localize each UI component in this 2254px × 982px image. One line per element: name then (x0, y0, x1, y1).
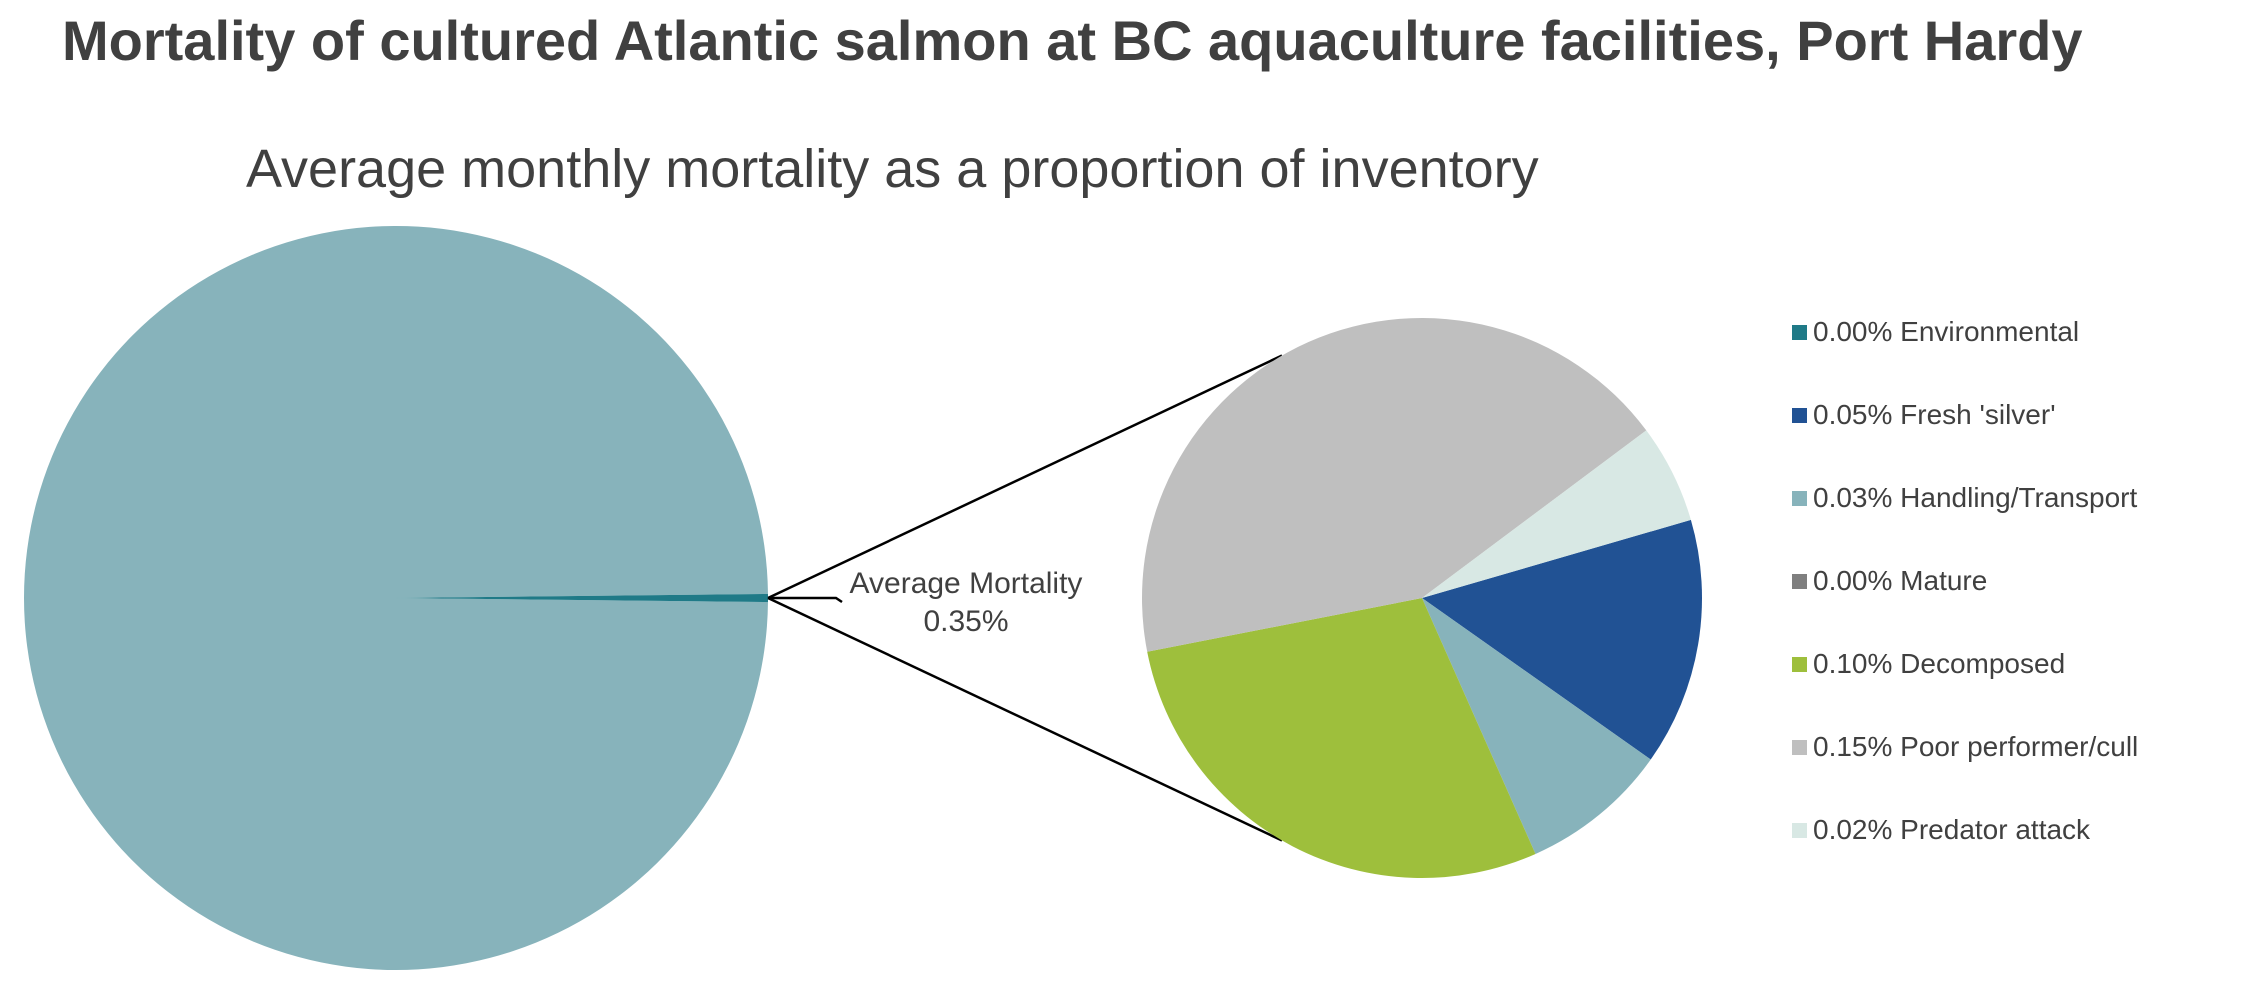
legend-swatch (1792, 324, 1807, 340)
breakdown-slice-predator-attack (1422, 430, 1691, 598)
breakdown-slice-decomposed (1147, 598, 1536, 878)
legend-swatch (1792, 573, 1807, 589)
legend-label: 0.15% Poor performer/cull (1813, 731, 2139, 762)
legend-label: 0.00% Mature (1813, 565, 1988, 596)
legend-item-poor-performer-cull: 0.15% Poor performer/cull (1792, 727, 2138, 767)
legend-label: 0.03% Handling/Transport (1813, 482, 2138, 513)
callout-leader-line (768, 596, 843, 604)
breakdown-pie (1141, 317, 1702, 878)
breakdown-slice-fresh-silver (1422, 519, 1702, 760)
main-pie (24, 225, 768, 970)
legend-label: 0.10% Decomposed (1813, 648, 2066, 679)
chart-subtitle: Average monthly mortality as a proportio… (246, 139, 1539, 199)
connector-line-bottom (767, 596, 1283, 842)
breakdown-slice-poor-performer-cull (1141, 317, 1647, 652)
main-pie-slice-survival (24, 225, 768, 970)
legend-swatch (1792, 407, 1807, 423)
legend-item-predator-attack: 0.02% Predator attack (1792, 810, 2090, 850)
legend-item-mature: 0.00% Mature (1792, 561, 1987, 601)
legend-swatch (1792, 822, 1807, 838)
chart-title: Mortality of cultured Atlantic salmon at… (62, 9, 2083, 72)
legend-label: 0.00% Environmental (1813, 316, 2080, 347)
main-pie-slice-average-mortality (396, 593, 768, 603)
connector-line-top (767, 354, 1283, 600)
legend-swatch (1792, 656, 1807, 672)
legend-item-fresh-silver: 0.05% Fresh 'silver' (1792, 395, 2056, 435)
legend-swatch (1792, 490, 1807, 506)
legend-swatch (1792, 739, 1807, 755)
connector-lines (767, 354, 1283, 842)
legend-label: 0.05% Fresh 'silver' (1813, 399, 2056, 430)
breakdown-slice-handling-transport (1422, 598, 1651, 854)
legend-label: 0.02% Predator attack (1813, 814, 2091, 845)
legend-item-decomposed: 0.10% Decomposed (1792, 644, 2065, 684)
average-mortality-label-text: Average Mortality (849, 567, 1083, 600)
average-mortality-label: Average Mortality 0.35% (836, 565, 1096, 641)
legend-item-environmental: 0.00% Environmental (1792, 312, 2079, 352)
legend-item-handling-transport: 0.03% Handling/Transport (1792, 478, 2137, 518)
average-mortality-value: 0.35% (923, 605, 1009, 638)
